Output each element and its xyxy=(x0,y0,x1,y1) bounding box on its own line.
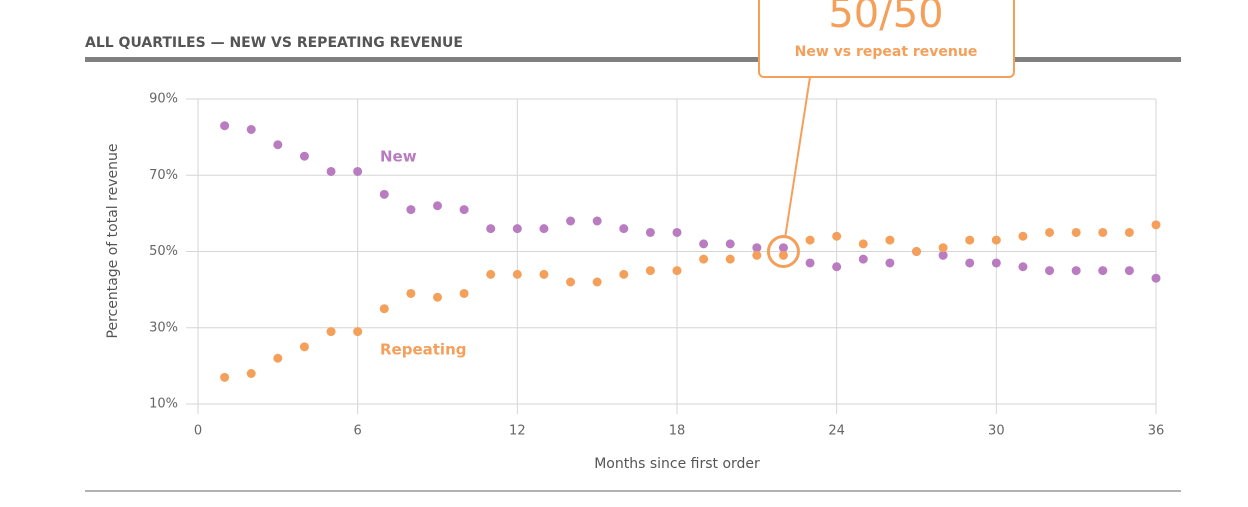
point xyxy=(805,235,815,245)
point xyxy=(1045,227,1055,237)
point xyxy=(885,235,895,245)
point xyxy=(1071,227,1081,237)
point xyxy=(725,239,735,249)
point xyxy=(699,254,709,264)
point xyxy=(912,247,921,256)
point xyxy=(512,269,522,279)
point xyxy=(459,288,469,298)
point xyxy=(539,269,549,279)
annotation-circle xyxy=(766,235,800,268)
point xyxy=(938,243,948,253)
x-tick-label: 18 xyxy=(669,424,686,439)
point xyxy=(1124,266,1134,276)
point xyxy=(672,227,682,237)
y-tick-label: 10% xyxy=(149,397,178,412)
point xyxy=(991,258,1001,268)
x-tick-label: 30 xyxy=(988,424,1005,439)
annotation-title: 50/50 xyxy=(828,0,943,37)
point xyxy=(645,266,655,276)
point xyxy=(379,304,389,314)
point xyxy=(353,327,363,337)
point xyxy=(965,258,975,268)
point xyxy=(858,254,868,264)
point xyxy=(672,266,682,276)
point xyxy=(965,235,975,245)
point xyxy=(805,258,815,268)
point xyxy=(459,205,469,215)
point xyxy=(832,231,842,241)
point xyxy=(433,292,442,302)
legend-label: Repeating xyxy=(380,341,466,359)
point xyxy=(246,125,256,134)
point xyxy=(220,372,230,382)
point xyxy=(1018,231,1028,241)
x-tick-label: 12 xyxy=(509,424,526,439)
point xyxy=(273,353,283,363)
title-rule xyxy=(85,57,1181,62)
point xyxy=(832,262,842,272)
point xyxy=(699,239,709,249)
point xyxy=(433,201,442,211)
point xyxy=(512,224,522,234)
point xyxy=(592,277,602,287)
point xyxy=(486,269,496,279)
point xyxy=(566,277,576,287)
point xyxy=(858,239,868,249)
point xyxy=(539,224,549,234)
annotation-text: New vs repeat revenue xyxy=(795,44,978,60)
point xyxy=(246,369,256,378)
point xyxy=(1124,227,1134,237)
point xyxy=(220,121,230,131)
point xyxy=(752,243,762,253)
point xyxy=(1098,227,1108,237)
annotation-box xyxy=(758,0,1015,78)
point xyxy=(1151,273,1161,283)
point xyxy=(379,189,389,199)
point xyxy=(778,250,788,260)
y-axis-label: Percentage of total revenue xyxy=(105,144,121,339)
point xyxy=(885,258,895,268)
point xyxy=(725,254,735,264)
point xyxy=(566,216,576,226)
point xyxy=(592,216,602,226)
y-tick-label: 50% xyxy=(149,244,178,259)
x-tick-label: 24 xyxy=(828,424,845,439)
point xyxy=(299,342,309,352)
point xyxy=(406,205,416,215)
point xyxy=(299,151,309,161)
y-tick-label: 90% xyxy=(149,92,178,107)
point xyxy=(752,250,762,260)
point xyxy=(938,250,948,260)
point xyxy=(1098,266,1108,276)
point xyxy=(273,140,283,150)
point xyxy=(406,288,416,298)
x-tick-label: 36 xyxy=(1148,424,1165,439)
point xyxy=(619,224,629,234)
x-tick-label: 6 xyxy=(354,424,362,439)
point xyxy=(991,235,1001,245)
legend-label: New xyxy=(380,148,417,166)
x-axis-label: Months since first order xyxy=(594,456,760,472)
point xyxy=(326,166,336,176)
point xyxy=(353,166,363,176)
point xyxy=(1045,266,1055,276)
point xyxy=(1151,220,1161,230)
y-tick-label: 70% xyxy=(149,168,178,183)
point xyxy=(486,224,496,234)
x-tick-label: 0 xyxy=(194,424,202,439)
point xyxy=(326,327,336,337)
point xyxy=(645,227,655,237)
y-tick-label: 30% xyxy=(149,320,178,335)
point xyxy=(619,269,629,279)
point xyxy=(778,243,788,253)
point xyxy=(1071,266,1081,276)
point xyxy=(1018,262,1028,272)
chart-title: ALL QUARTILES — NEW VS REPEATING REVENUE xyxy=(85,35,463,51)
annotation-leader xyxy=(784,76,811,236)
